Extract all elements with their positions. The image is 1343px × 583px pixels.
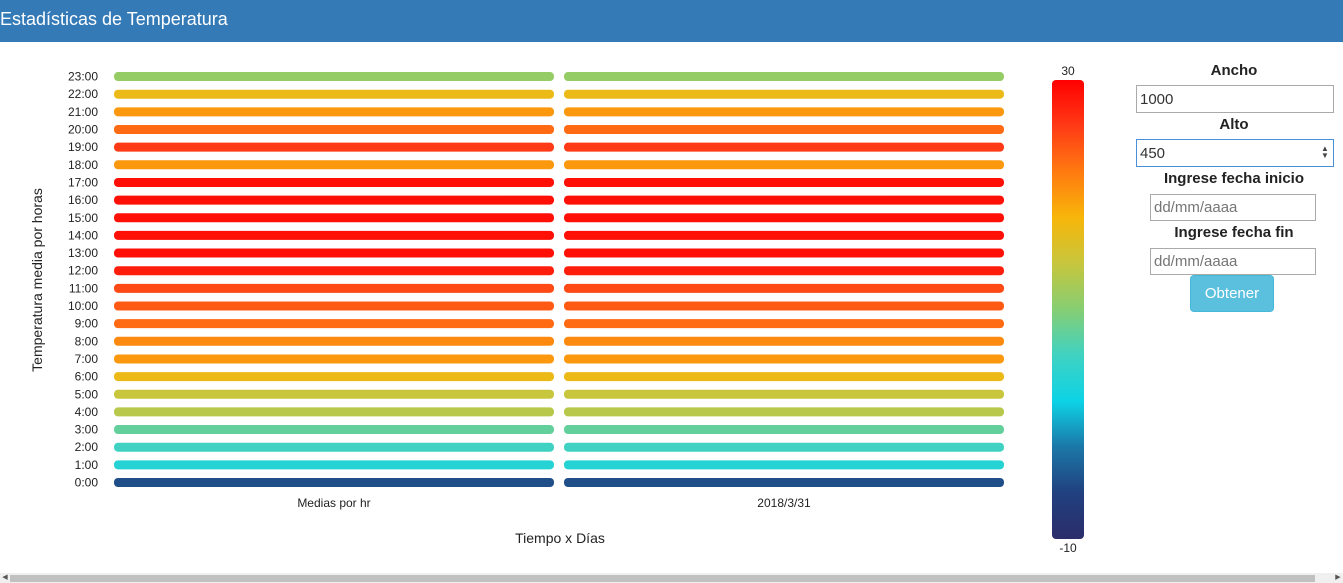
heatmap-cell xyxy=(114,89,554,99)
heatmap-cell xyxy=(564,336,1004,346)
y-tick-label: 8:00 xyxy=(75,334,99,348)
y-tick-label: 19:00 xyxy=(68,140,98,154)
y-tick-label: 6:00 xyxy=(75,370,99,384)
heatmap-cell xyxy=(564,177,1004,187)
y-tick-label: 16:00 xyxy=(68,193,98,207)
heatmap-cell xyxy=(564,160,1004,170)
width-input[interactable] xyxy=(1136,85,1334,113)
y-tick-label: 11:00 xyxy=(69,281,98,295)
height-field: ▲▼ xyxy=(1136,139,1334,167)
heatmap-cell xyxy=(114,283,554,293)
y-tick-label: 23:00 xyxy=(68,70,98,84)
y-tick-label: 4:00 xyxy=(75,405,99,419)
heatmap-cell xyxy=(564,442,1004,452)
heatmap-cell xyxy=(114,177,554,187)
scroll-left-arrow-icon[interactable]: ◀ xyxy=(2,574,8,581)
y-tick-label: 18:00 xyxy=(68,158,98,172)
heatmap-cell xyxy=(564,213,1004,223)
heatmap-cell xyxy=(114,425,554,435)
y-tick-label: 1:00 xyxy=(75,458,99,472)
y-tick-label: 17:00 xyxy=(68,175,98,189)
x-tick-label: 2018/3/31 xyxy=(757,496,811,510)
heatmap-cell xyxy=(564,407,1004,417)
heatmap-cell xyxy=(114,230,554,240)
y-tick-label: 3:00 xyxy=(75,423,99,437)
y-tick-label: 21:00 xyxy=(68,105,98,119)
color-scale-min-label: -10 xyxy=(1059,541,1077,555)
color-scale-bar xyxy=(1052,80,1084,539)
y-tick-label: 12:00 xyxy=(68,264,98,278)
heatmap-cell xyxy=(564,319,1004,329)
heatmap-cell xyxy=(114,142,554,152)
heatmap-cell xyxy=(114,460,554,470)
heatmap-cell xyxy=(114,354,554,364)
heatmap-cell xyxy=(114,248,554,258)
heatmap-cell xyxy=(564,354,1004,364)
heatmap-cell xyxy=(114,213,554,223)
heatmap-cell xyxy=(114,301,554,311)
heatmap-cell xyxy=(564,72,1004,82)
start-date-label: Ingrese fecha inicio xyxy=(1163,170,1305,187)
heatmap-cell xyxy=(564,125,1004,134)
settings-panel: Ancho Alto ▲▼ Ingrese fecha inicio Ingre… xyxy=(1128,42,1343,332)
page-title: Estadísticas de Temperatura xyxy=(0,9,228,29)
heatmap-cell xyxy=(114,107,554,117)
temperature-heatmap-chart: 0:00 1:00 2:00 3:00 4:00 5:00 6:00 7:00 8:00 9:00… xyxy=(29,64,1084,555)
heatmap-cell xyxy=(564,425,1004,435)
heatmap-cell xyxy=(564,195,1004,205)
y-tick-label: 5:00 xyxy=(75,387,99,401)
start-date-input[interactable] xyxy=(1150,194,1316,221)
heatmap-cell xyxy=(114,125,554,134)
scroll-right-arrow-icon[interactable]: ▶ xyxy=(1335,574,1341,581)
y-tick-label: 0:00 xyxy=(75,476,99,490)
heatmap-cell xyxy=(114,319,554,329)
heatmap-cell xyxy=(114,336,554,346)
color-scale-max-label: 30 xyxy=(1061,64,1075,78)
end-date-label: Ingrese fecha fin xyxy=(1174,224,1294,241)
y-tick-label: 13:00 xyxy=(68,246,98,260)
heatmap-cell xyxy=(564,460,1004,470)
heatmap-cell xyxy=(114,266,554,276)
heatmap-cell xyxy=(114,72,554,82)
y-tick-label: 2:00 xyxy=(75,440,99,454)
heatmap-cell xyxy=(564,266,1004,276)
heatmap-cell xyxy=(564,301,1004,311)
heatmap-cell xyxy=(114,160,554,170)
heatmap-cell xyxy=(564,372,1004,382)
height-label: Alto xyxy=(1219,116,1249,133)
heatmap-cell xyxy=(564,107,1004,117)
heatmap-cell xyxy=(564,89,1004,99)
y-tick-label: 22:00 xyxy=(68,87,98,101)
y-tick-label: 20:00 xyxy=(68,123,98,137)
heatmap-cell xyxy=(564,283,1004,293)
heatmap-cell xyxy=(564,478,1004,487)
x-tick-label: Medias por hr xyxy=(297,496,370,510)
y-tick-label: 9:00 xyxy=(75,317,99,331)
obtener-button[interactable]: Obtener xyxy=(1190,275,1274,312)
heatmap-cell xyxy=(114,442,554,452)
heatmap-cell xyxy=(114,407,554,417)
spinner-arrows-icon[interactable]: ▲ ▼ xyxy=(1321,144,1329,160)
heatmap-cell xyxy=(114,478,554,487)
y-tick-label: 15:00 xyxy=(68,211,98,225)
heatmap-cell xyxy=(114,389,554,399)
heatmap-cell xyxy=(564,230,1004,240)
x-axis-label: Tiempo x Días xyxy=(515,530,605,546)
y-axis-label: Temperatura media por horas xyxy=(29,188,45,372)
end-date-input[interactable] xyxy=(1150,248,1316,275)
heatmap-cell xyxy=(564,142,1004,152)
horizontal-scrollbar[interactable]: ◀ ▶ xyxy=(0,573,1343,583)
y-tick-label: 14:00 xyxy=(68,228,98,242)
heatmap-cell xyxy=(564,248,1004,258)
heatmap-cell xyxy=(564,389,1004,399)
scrollbar-thumb[interactable] xyxy=(10,575,1315,582)
heatmap-cell xyxy=(114,372,554,382)
y-tick-label: 7:00 xyxy=(75,352,99,366)
y-tick-label: 10:00 xyxy=(68,299,98,313)
width-label: Ancho xyxy=(1210,62,1258,79)
heatmap-cell xyxy=(114,195,554,205)
app-header: Estadísticas de Temperatura xyxy=(0,0,1343,42)
height-input[interactable] xyxy=(1136,139,1334,167)
